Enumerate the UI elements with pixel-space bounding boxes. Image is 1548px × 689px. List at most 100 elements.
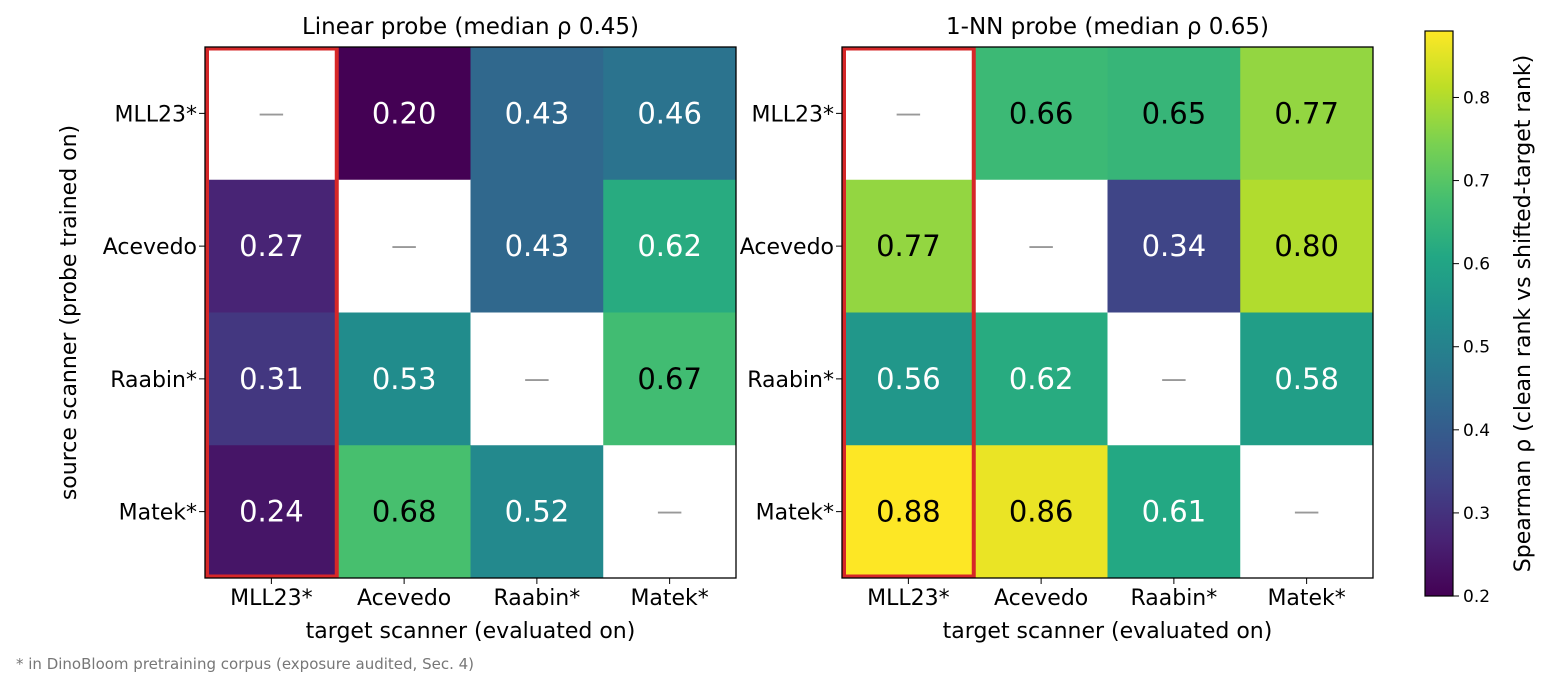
heatmap-cell — [603, 179, 737, 313]
y-tick-label: Acevedo — [103, 235, 197, 260]
colorbar-tick-label: 0.3 — [1463, 504, 1490, 524]
cell-value-label: 0.68 — [372, 495, 437, 529]
cell-value-label: 0.43 — [505, 96, 570, 130]
heatmap-cell — [974, 312, 1108, 446]
diagonal-placeholder-label: — — [258, 98, 284, 128]
cell-value-label: 0.80 — [1274, 229, 1339, 263]
colorbar-tick-label: 0.2 — [1463, 587, 1490, 607]
heatmap-cell — [205, 445, 339, 579]
diagonal-placeholder-label: — — [1161, 364, 1187, 394]
y-tick-label: Acevedo — [740, 235, 834, 260]
footnote: * in DinoBloom pretraining corpus (expos… — [16, 655, 475, 673]
colorbar-gradient — [1424, 30, 1454, 597]
y-tick-label: Matek* — [119, 501, 197, 526]
cell-value-label: 0.52 — [505, 495, 570, 529]
cell-value-label: 0.88 — [876, 495, 941, 529]
cell-value-label: 0.77 — [1274, 96, 1339, 130]
cell-value-label: 0.56 — [876, 362, 941, 396]
diagonal-placeholder-label: — — [391, 231, 417, 261]
heatmap-cell — [1240, 47, 1374, 181]
heatmap-panel-1: — 0.20 0.43 0.46 0.27 — 0.43 0.62 0.31 0.53 — 0.67 0… — [57, 14, 737, 644]
heatmap-cell — [1240, 312, 1374, 446]
heatmap-cell — [603, 47, 737, 181]
highlight-column-frame — [205, 46, 339, 579]
colorbar-tick-label: 0.6 — [1463, 255, 1490, 275]
diagonal-placeholder-label: — — [1294, 497, 1320, 527]
y-axis-label: source scanner (probe trained on) — [57, 125, 82, 500]
cell-value-label: 0.53 — [372, 362, 437, 396]
heatmap-cell — [337, 312, 471, 446]
y-tick-label: Raabin* — [747, 368, 834, 393]
x-tick-label: Matek* — [630, 586, 708, 611]
heatmap-cell — [1240, 179, 1374, 313]
cell-value-label: 0.34 — [1142, 229, 1207, 263]
heatmap-cell — [470, 179, 604, 313]
heatmap-cell — [842, 445, 976, 579]
heatmap-cell — [842, 47, 976, 181]
colorbar-tick-label: 0.5 — [1463, 338, 1490, 358]
cell-value-label: 0.20 — [372, 96, 437, 130]
x-tick-label: MLL23* — [230, 586, 313, 611]
heatmap-cell — [603, 445, 737, 579]
axes-frame — [204, 46, 737, 579]
heatmap-cell — [1240, 445, 1374, 579]
cell-value-label: 0.62 — [637, 229, 702, 263]
cell-value-label: 0.58 — [1274, 362, 1339, 396]
x-tick-label: Acevedo — [994, 586, 1088, 611]
diagonal-placeholder-label: — — [524, 364, 550, 394]
cell-value-label: 0.61 — [1142, 495, 1207, 529]
x-axis-label: target scanner (evaluated on) — [943, 619, 1273, 644]
colorbar-tick-label: 0.7 — [1463, 172, 1490, 192]
heatmap-cell — [603, 312, 737, 446]
heatmap-cell — [1107, 47, 1241, 181]
cell-value-label: 0.66 — [1009, 96, 1074, 130]
cell-value-label: 0.62 — [1009, 362, 1074, 396]
x-tick-label: Raabin* — [493, 586, 580, 611]
x-axis-label: target scanner (evaluated on) — [306, 619, 636, 644]
heatmap-cell — [205, 47, 339, 181]
x-tick-label: Raabin* — [1130, 586, 1217, 611]
x-tick-label: MLL23* — [867, 586, 950, 611]
colorbar: 0.2 0.3 0.4 0.5 0.6 0.7 0.8 Spearman ρ (clean r… — [1424, 30, 1536, 607]
y-tick-label: MLL23* — [752, 102, 835, 127]
cell-value-label: 0.65 — [1142, 96, 1207, 130]
cell-value-label: 0.27 — [239, 229, 304, 263]
heatmap-cell — [205, 312, 339, 446]
cell-value-label: 0.86 — [1009, 495, 1074, 529]
x-tick-label: Acevedo — [357, 586, 451, 611]
y-tick-label: MLL23* — [115, 102, 198, 127]
diagonal-placeholder-label: — — [1028, 231, 1054, 261]
heatmap-cell — [1107, 312, 1241, 446]
heatmap-cell — [842, 312, 976, 446]
cell-value-label: 0.46 — [637, 96, 702, 130]
y-tick-label: Matek* — [756, 501, 834, 526]
diagonal-placeholder-label: — — [895, 98, 921, 128]
heatmap-cell — [974, 445, 1108, 579]
heatmap-cell — [1107, 179, 1241, 313]
cell-value-label: 0.43 — [505, 229, 570, 263]
colorbar-label: Spearman ρ (clean rank vs shifted-target… — [1511, 55, 1536, 572]
cell-value-label: 0.77 — [876, 229, 941, 263]
heatmap-cell — [470, 47, 604, 181]
heatmap-cell — [337, 445, 471, 579]
axes-frame — [841, 46, 1374, 579]
highlight-column-frame — [842, 46, 976, 579]
panel-title: 1-NN probe (median ρ 0.65) — [946, 14, 1269, 40]
heatmap-cell — [974, 179, 1108, 313]
colorbar-tick-label: 0.4 — [1463, 421, 1490, 441]
colorbar-tick-label: 0.8 — [1463, 88, 1490, 108]
heatmap-cell — [337, 179, 471, 313]
heatmap-panel-2: — 0.66 0.65 0.77 0.77 — 0.34 0.80 0.56 0.62 — 0.58 0… — [740, 14, 1374, 644]
cell-value-label: 0.24 — [239, 495, 304, 529]
x-tick-label: Matek* — [1267, 586, 1345, 611]
y-tick-label: Raabin* — [110, 368, 197, 393]
heatmap-cell — [470, 445, 604, 579]
cell-value-label: 0.67 — [637, 362, 702, 396]
heatmap-cell — [470, 312, 604, 446]
heatmap-cell — [205, 179, 339, 313]
heatmap-cell — [974, 47, 1108, 181]
panel-title: Linear probe (median ρ 0.45) — [302, 14, 639, 40]
heatmap-cell — [1107, 445, 1241, 579]
heatmap-cell — [337, 47, 471, 181]
